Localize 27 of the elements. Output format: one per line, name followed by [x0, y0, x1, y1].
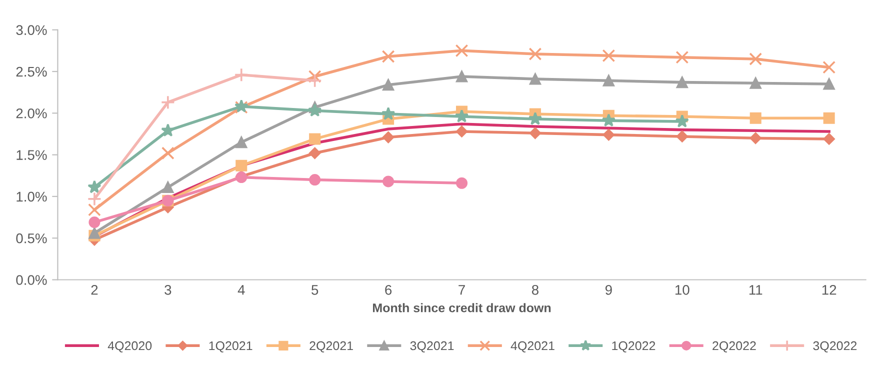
legend-label: 3Q2021	[410, 341, 454, 352]
legend-label: 1Q2021	[209, 341, 252, 352]
x-tick-label: 3	[164, 284, 172, 295]
y-tick-label: 0.5%	[16, 233, 47, 244]
y-tick-label: 1.5%	[16, 150, 47, 160]
x-axis-title: Month since credit draw down	[373, 303, 551, 312]
x-tick-label: 8	[532, 284, 538, 295]
x-tick-label: 2	[91, 284, 98, 295]
y-tick-label: 2.0%	[16, 108, 47, 118]
legend-label: 1Q2022	[612, 341, 656, 352]
x-tick-label: 11	[749, 285, 762, 295]
legend-label: 2Q2022	[712, 341, 756, 352]
x-tick-label: 4	[238, 285, 245, 295]
y-tick-label: 2.5%	[16, 66, 47, 77]
legend-label: 2Q2021	[310, 341, 353, 352]
y-tick-label: 0.0%	[16, 275, 47, 285]
y-tick-label: 3.0%	[16, 25, 47, 36]
y-tick-label: 1.0%	[16, 192, 47, 202]
x-tick-label: 12	[822, 284, 836, 295]
x-tick-label: 10	[675, 284, 690, 295]
x-tick-label: 6	[385, 284, 392, 295]
legend-label: 4Q2021	[510, 341, 554, 352]
x-tick-label: 9	[605, 284, 612, 295]
legend-label: 3Q2022	[813, 341, 857, 352]
x-tick-label: 7	[458, 285, 465, 295]
x-tick-label: 5	[312, 285, 318, 295]
legend-label: 4Q2020	[108, 341, 152, 352]
